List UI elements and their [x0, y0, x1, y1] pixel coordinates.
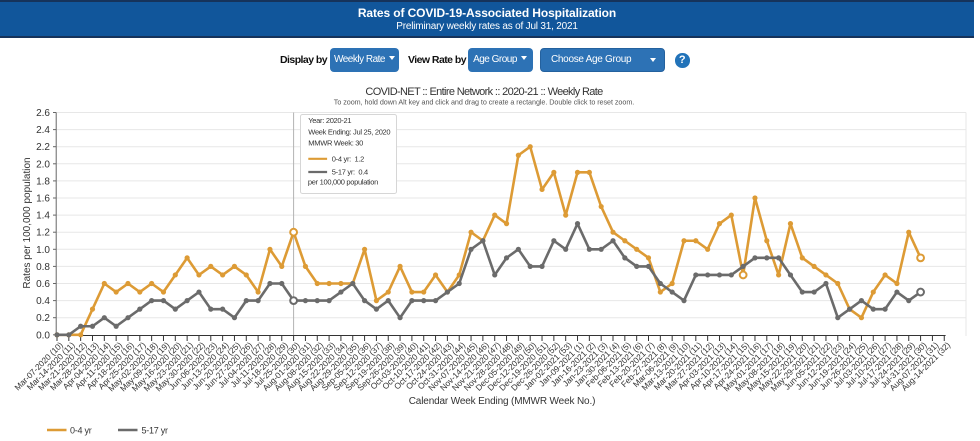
svg-text:0.2: 0.2	[36, 313, 50, 324]
svg-text:MMWR Week: 30: MMWR Week: 30	[308, 138, 363, 147]
svg-text:1.2: 1.2	[36, 228, 50, 239]
svg-text:per 100,000 population: per 100,000 population	[308, 178, 378, 187]
svg-text:1.4: 1.4	[36, 211, 50, 222]
svg-text:0.6: 0.6	[36, 279, 50, 290]
svg-text:1.8: 1.8	[36, 176, 50, 187]
svg-text:COVID-NET :: Entire Network ::: COVID-NET :: Entire Network :: 2020-21 :…	[365, 86, 603, 98]
svg-text:5-17 yr: 0.4: 5-17 yr: 0.4	[332, 168, 368, 177]
svg-text:0.0: 0.0	[36, 330, 50, 341]
svg-text:1.0: 1.0	[36, 245, 50, 256]
svg-text:0.8: 0.8	[36, 262, 50, 273]
svg-text:2.2: 2.2	[36, 142, 50, 153]
svg-text:Rates per 100,000 population: Rates per 100,000 population	[22, 157, 33, 288]
svg-text:Calendar Week Ending (MMWR Wee: Calendar Week Ending (MMWR Week No.)	[409, 396, 596, 407]
svg-text:5-17 yr: 5-17 yr	[142, 425, 169, 435]
svg-text:2.4: 2.4	[36, 125, 50, 136]
svg-text:1.6: 1.6	[36, 194, 50, 205]
svg-text:0.4: 0.4	[36, 296, 50, 307]
svg-text:To zoom, hold down Alt key and: To zoom, hold down Alt key and click and…	[334, 98, 634, 107]
svg-text:Year: 2020-21: Year: 2020-21	[308, 116, 351, 125]
svg-text:0-4 yr: 0-4 yr	[70, 425, 92, 435]
svg-text:Week Ending: Jul 25, 2020: Week Ending: Jul 25, 2020	[308, 127, 390, 136]
svg-text:0-4 yr: 1.2: 0-4 yr: 1.2	[332, 154, 364, 163]
svg-text:2.0: 2.0	[36, 159, 50, 170]
svg-text:2.6: 2.6	[36, 108, 50, 119]
